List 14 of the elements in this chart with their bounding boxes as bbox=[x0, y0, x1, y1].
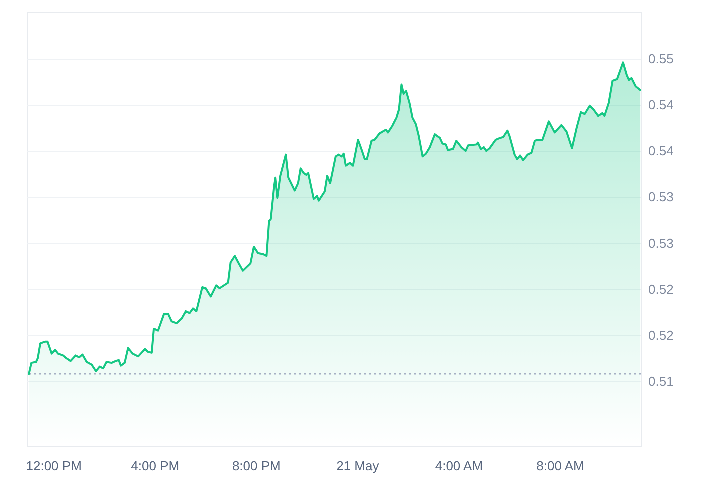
x-tick-label: 8:00 PM bbox=[232, 458, 281, 474]
y-tick-label: 0.53 bbox=[648, 236, 674, 251]
y-tick-label: 0.52 bbox=[648, 282, 674, 297]
y-tick-label: 0.51 bbox=[648, 374, 674, 389]
y-tick-label: 0.54 bbox=[648, 98, 674, 113]
x-tick-label: 8:00 AM bbox=[536, 458, 584, 474]
y-tick-label: 0.55 bbox=[648, 51, 674, 66]
y-tick-label: 0.52 bbox=[648, 328, 674, 343]
x-tick-label: 4:00 PM bbox=[131, 458, 180, 474]
x-tick-label: 12:00 PM bbox=[26, 458, 82, 474]
y-tick-label: 0.54 bbox=[648, 144, 674, 159]
x-tick-label: 4:00 AM bbox=[435, 458, 484, 474]
y-tick-label: 0.53 bbox=[648, 190, 674, 205]
x-tick-label: 21 May bbox=[336, 458, 380, 474]
